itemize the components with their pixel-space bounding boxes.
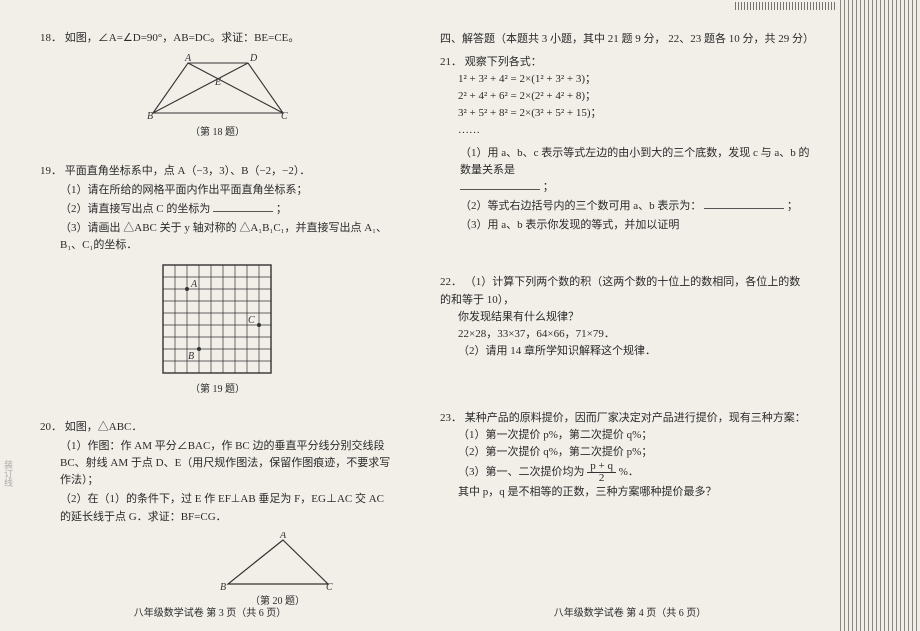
tri-label-B: B (220, 582, 226, 592)
q19-number: 19． (40, 165, 62, 177)
q22-s1q: 你发现结果有什么规律？ (458, 309, 810, 326)
q19-s2a: （2）请直接写出点 C 的坐标为 (60, 203, 210, 215)
label-C: C (281, 111, 288, 122)
label-D: D (249, 53, 258, 64)
q21-l1: 1² + 3² + 4² = 2×(1² + 3² + 3)； (458, 71, 810, 88)
q21-number: 21． (440, 56, 462, 68)
q23-tail: 其中 p，q 是不相等的正数，三种方案哪种提价最多？ (458, 484, 810, 501)
q19-grid: A B C (158, 260, 278, 380)
page-3: 18． 如图，∠A=∠D=90°，AB=DC。求证：BE=CE。 A D B C… (0, 0, 420, 631)
question-21: 21． 观察下列各式： 1² + 3² + 4² = 2×(1² + 3² + … (440, 54, 810, 234)
page-4: 四、解答题（本题共 3 小题，其中 21 题 9 分， 22、23 题各 10 … (420, 0, 840, 631)
q21-blank2 (704, 198, 784, 209)
q21-s2: （2）等式右边括号内的三个数可用 a、b 表示为： ； (460, 198, 810, 215)
question-18: 18． 如图，∠A=∠D=90°，AB=DC。求证：BE=CE。 A D B C… (40, 30, 395, 141)
section-4-title: 四、解答题（本题共 3 小题，其中 21 题 9 分， 22、23 题各 10 … (440, 30, 810, 46)
frac-bot: 2 (587, 473, 616, 484)
page4-footer: 八年级数学试卷 第 4 页（共 6 页） (420, 604, 840, 619)
q20-svg: A B C (218, 532, 338, 592)
tri-label-C: C (326, 582, 333, 592)
label-A: A (184, 53, 192, 64)
q21-s1a: （1）用 a、b、c 表示等式左边的由小到大的三个底数，发现 c 与 a、b 的… (460, 147, 810, 176)
q20-figure: A B C （第 20 题） (160, 532, 395, 610)
q21-l3: 3² + 5² + 8² = 2×(3² + 5² + 15)； (458, 105, 810, 122)
q20-s2: （2）在（1）的条件下，过 E 作 EF⊥AB 垂足为 F，EG⊥AC 交 AC… (60, 491, 395, 525)
q21-l2: 2² + 4² + 6² = 2×(2² + 4² + 8)； (458, 88, 810, 105)
q19-s2: （2）请直接写出点 C 的坐标为 ； (60, 201, 395, 218)
barcode-right (840, 0, 920, 631)
q18-text: 如图，∠A=∠D=90°，AB=DC。求证：BE=CE。 (65, 32, 300, 44)
q22-s1: （1）计算下列两个数的积（这两个数的十位上的数相同，各位上的数的和等于 10）， (440, 276, 800, 305)
grid-label-C: C (248, 315, 255, 326)
q22-number: 22． (440, 276, 462, 288)
q18-number: 18． (40, 32, 62, 44)
q23-text: 某种产品的原料提价，因而厂家决定对产品进行提价，现有三种方案： (465, 412, 806, 424)
q19-s2b: ； (276, 203, 287, 215)
q21-s2a: （2）等式右边括号内的三个数可用 a、b 表示为： (460, 200, 701, 212)
q18-svg: A D B C E (143, 53, 293, 123)
q23-s3b: %． (619, 466, 639, 478)
grid-label-B: B (188, 351, 194, 362)
q21-s3: （3）用 a、b 表示你发现的等式，并加以证明 (460, 217, 810, 234)
q21-blank1 (460, 179, 540, 190)
q19-s1: （1）请在所给的网格平面内作出平面直角坐标系； (60, 182, 395, 199)
tri-label-A: A (279, 532, 287, 541)
q21-s1b: ； (543, 181, 554, 193)
q23-fraction: p + q 2 (587, 461, 616, 484)
q20-text: 如图，△ABC． (65, 421, 143, 433)
question-23: 23． 某种产品的原料提价，因而厂家决定对产品进行提价，现有三种方案： （1）第… (440, 410, 810, 501)
question-20: 20． 如图，△ABC． （1）作图：作 AM 平分∠BAC，作 BC 边的垂直… (40, 419, 395, 609)
q20-s1: （1）作图：作 AM 平分∠BAC，作 BC 边的垂直平分线分别交线段 BC、射… (60, 438, 395, 489)
q23-s1: （1）第一次提价 p%，第二次提价 q%； (458, 427, 810, 444)
label-B: B (147, 111, 153, 122)
page3-footer: 八年级数学试卷 第 3 页（共 6 页） (0, 604, 420, 619)
q21-s2b: ； (787, 200, 798, 212)
q22-s2: （2）请用 14 章所学知识解释这个规律． (458, 343, 810, 360)
q21-l4: …… (458, 122, 810, 139)
q23-s3a: （3）第一、二次提价均为 (458, 466, 585, 478)
q21-s1: （1）用 a、b、c 表示等式左边的由小到大的三个底数，发现 c 与 a、b 的… (460, 145, 810, 196)
q23-number: 23． (440, 412, 462, 424)
q19-s3: （3）请画出 △ABC 关于 y 轴对称的 △A₁B₁C₁，并直接写出点 A₁、… (60, 220, 395, 254)
q18-figure: A D B C E （第 18 题） (40, 53, 395, 141)
label-E: E (214, 77, 221, 88)
q23-s3: （3）第一、二次提价均为 p + q 2 %． (458, 461, 810, 484)
q18-fig-label: （第 18 题） (40, 125, 395, 141)
q19-blank (213, 201, 273, 212)
q19-figure: A B C （第 19 题） (40, 260, 395, 398)
q23-s2: （2）第一次提价 q%，第二次提价 p%； (458, 444, 810, 461)
q22-nums: 22×28，33×37，64×66，71×79． (458, 326, 810, 343)
q20-number: 20． (40, 421, 62, 433)
barcode-top (735, 2, 835, 10)
question-22: 22． （1）计算下列两个数的积（这两个数的十位上的数相同，各位上的数的和等于 … (440, 274, 810, 359)
question-19: 19． 平面直角坐标系中，点 A（−3，3）、B（−2，−2）． （1）请在所给… (40, 163, 395, 398)
q19-fig-label: （第 19 题） (40, 382, 395, 398)
grid-label-A: A (190, 279, 198, 290)
q19-text: 平面直角坐标系中，点 A（−3，3）、B（−2，−2）． (65, 165, 311, 177)
q21-text: 观察下列各式： (465, 56, 542, 68)
